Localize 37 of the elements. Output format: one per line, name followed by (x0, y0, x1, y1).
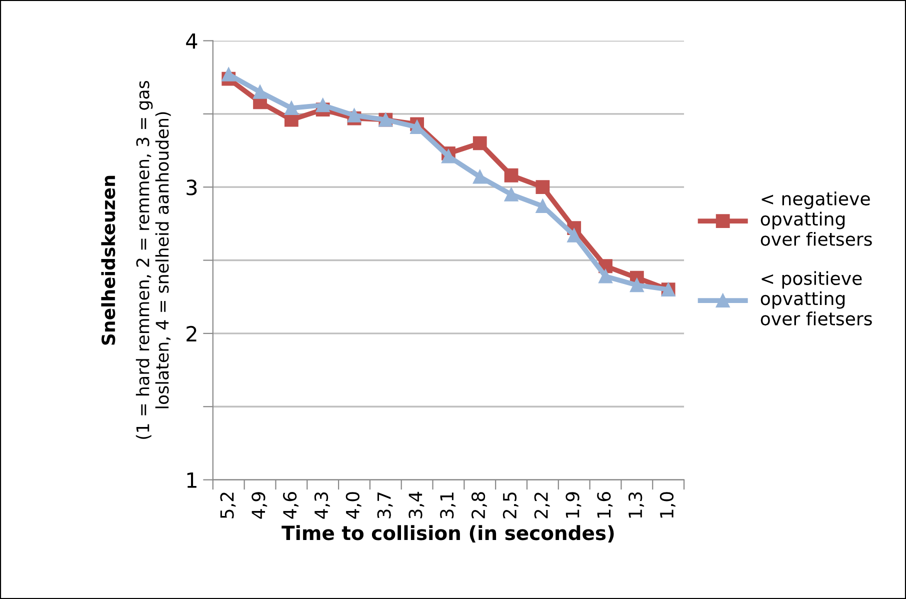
y-tick-label: 1 (187, 472, 196, 488)
point (504, 187, 518, 202)
y-tick-label: 2 (186, 326, 196, 342)
x-tick-label: 4,9 (252, 492, 268, 519)
x-tick-label: 1,6 (597, 492, 613, 518)
x-tick-label: 4,6 (283, 492, 299, 519)
x-tick-label: 2,8 (471, 492, 487, 518)
point (472, 170, 487, 184)
point (253, 85, 267, 99)
x-tick-label: 4,0 (346, 492, 362, 519)
x-tick-label: 2,2 (534, 492, 550, 518)
point (316, 98, 330, 112)
point (442, 149, 456, 164)
x-tick-label: 4,3 (314, 492, 330, 519)
x-tick-label: 3,4 (408, 492, 424, 518)
point (222, 67, 236, 82)
x-tick-label: 2,5 (502, 492, 518, 518)
x-tick-label: 3,7 (377, 492, 393, 518)
x-tick-label: 3,1 (440, 492, 456, 518)
point (630, 278, 644, 292)
legend-label: < negatieve opvatting over fietsers (760, 192, 872, 246)
y-tick-label: 3 (186, 180, 197, 196)
x-tick-label: 1,0 (660, 492, 676, 518)
x-tick-label: 5,2 (220, 492, 236, 518)
point (284, 101, 298, 115)
x-tick-label: 1,9 (566, 492, 582, 518)
x-tick-label: 1,3 (628, 492, 644, 518)
x-axis-title: Time to collision (in secondes) (282, 525, 614, 543)
point (472, 136, 487, 150)
y-axis-title: Snelheidskeuzen (1 = hard remmen, 2 = remmen, 3 = gas loslaten, 4 = snelheid aanhouden) (101, 80, 171, 439)
legend-label: < positieve opvatting over fietsers (760, 271, 872, 326)
point (504, 168, 518, 182)
point (567, 228, 582, 242)
point (598, 269, 612, 284)
point (347, 108, 362, 122)
y-tick-label: 4 (186, 33, 198, 49)
point (536, 180, 550, 194)
